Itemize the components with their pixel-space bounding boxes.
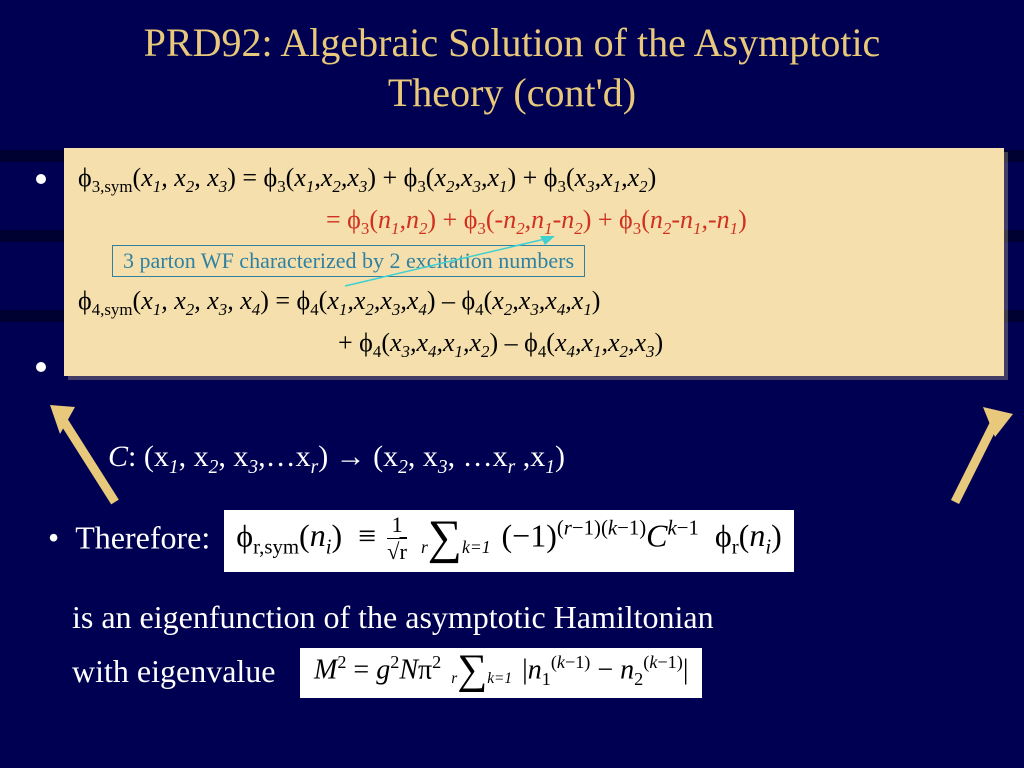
phi3-equation: ϕ3,sym(x1, x2, x3) = ϕ3(x1,x2,x3) + ϕ3(x… (78, 158, 990, 200)
phi3-red-equation: = ϕ3(n1,n2) + ϕ3(-n2,n1-n2) + ϕ3(n2-n1,-… (78, 200, 990, 242)
cyclic-operator: C: (x1, x2, x3,…xr) → (x2, x3, …xr ,x1) (108, 440, 565, 479)
callout-box: 3 parton WF characterized by 2 excitatio… (112, 245, 585, 277)
mass-formula: M2 = g2Nπ2 r∑k=1 |n1(k−1) − n2(k−1)| (300, 648, 702, 698)
arrow-right-icon (945, 402, 1015, 512)
eigen-line1: is an eigenfunction of the asymptotic Ha… (72, 590, 714, 644)
equation-box: ϕ3,sym(x1, x2, x3) = ϕ3(x1,x2,x3) + ϕ3(x… (64, 148, 1004, 376)
phi4-equation-line1: ϕ4,sym(x1, x2, x3, x4) = ϕ4(x1,x2,x3,x4)… (78, 281, 990, 323)
phi-sym-formula: ϕr,sym(ni) ≡ 1√r r∑k=1 (−1)(r−1)(k−1)Ck−… (224, 510, 794, 572)
phi4-equation-line2: + ϕ4(x3,x4,x1,x2) – ϕ4(x4,x1,x2,x3) (78, 323, 990, 365)
bullet-column (36, 160, 46, 372)
therefore-line: • Therefore: ϕr,sym(ni) ≡ 1√r r∑k=1 (−1)… (48, 510, 794, 572)
title-line1: PRD92: Algebraic Solution of the Asympto… (144, 20, 881, 65)
bullet-icon (36, 362, 46, 372)
bullet-icon (36, 174, 46, 184)
slide-title: PRD92: Algebraic Solution of the Asympto… (0, 0, 1024, 118)
title-line2: Theory (cont'd) (388, 70, 636, 115)
therefore-label: Therefore: (75, 519, 210, 555)
